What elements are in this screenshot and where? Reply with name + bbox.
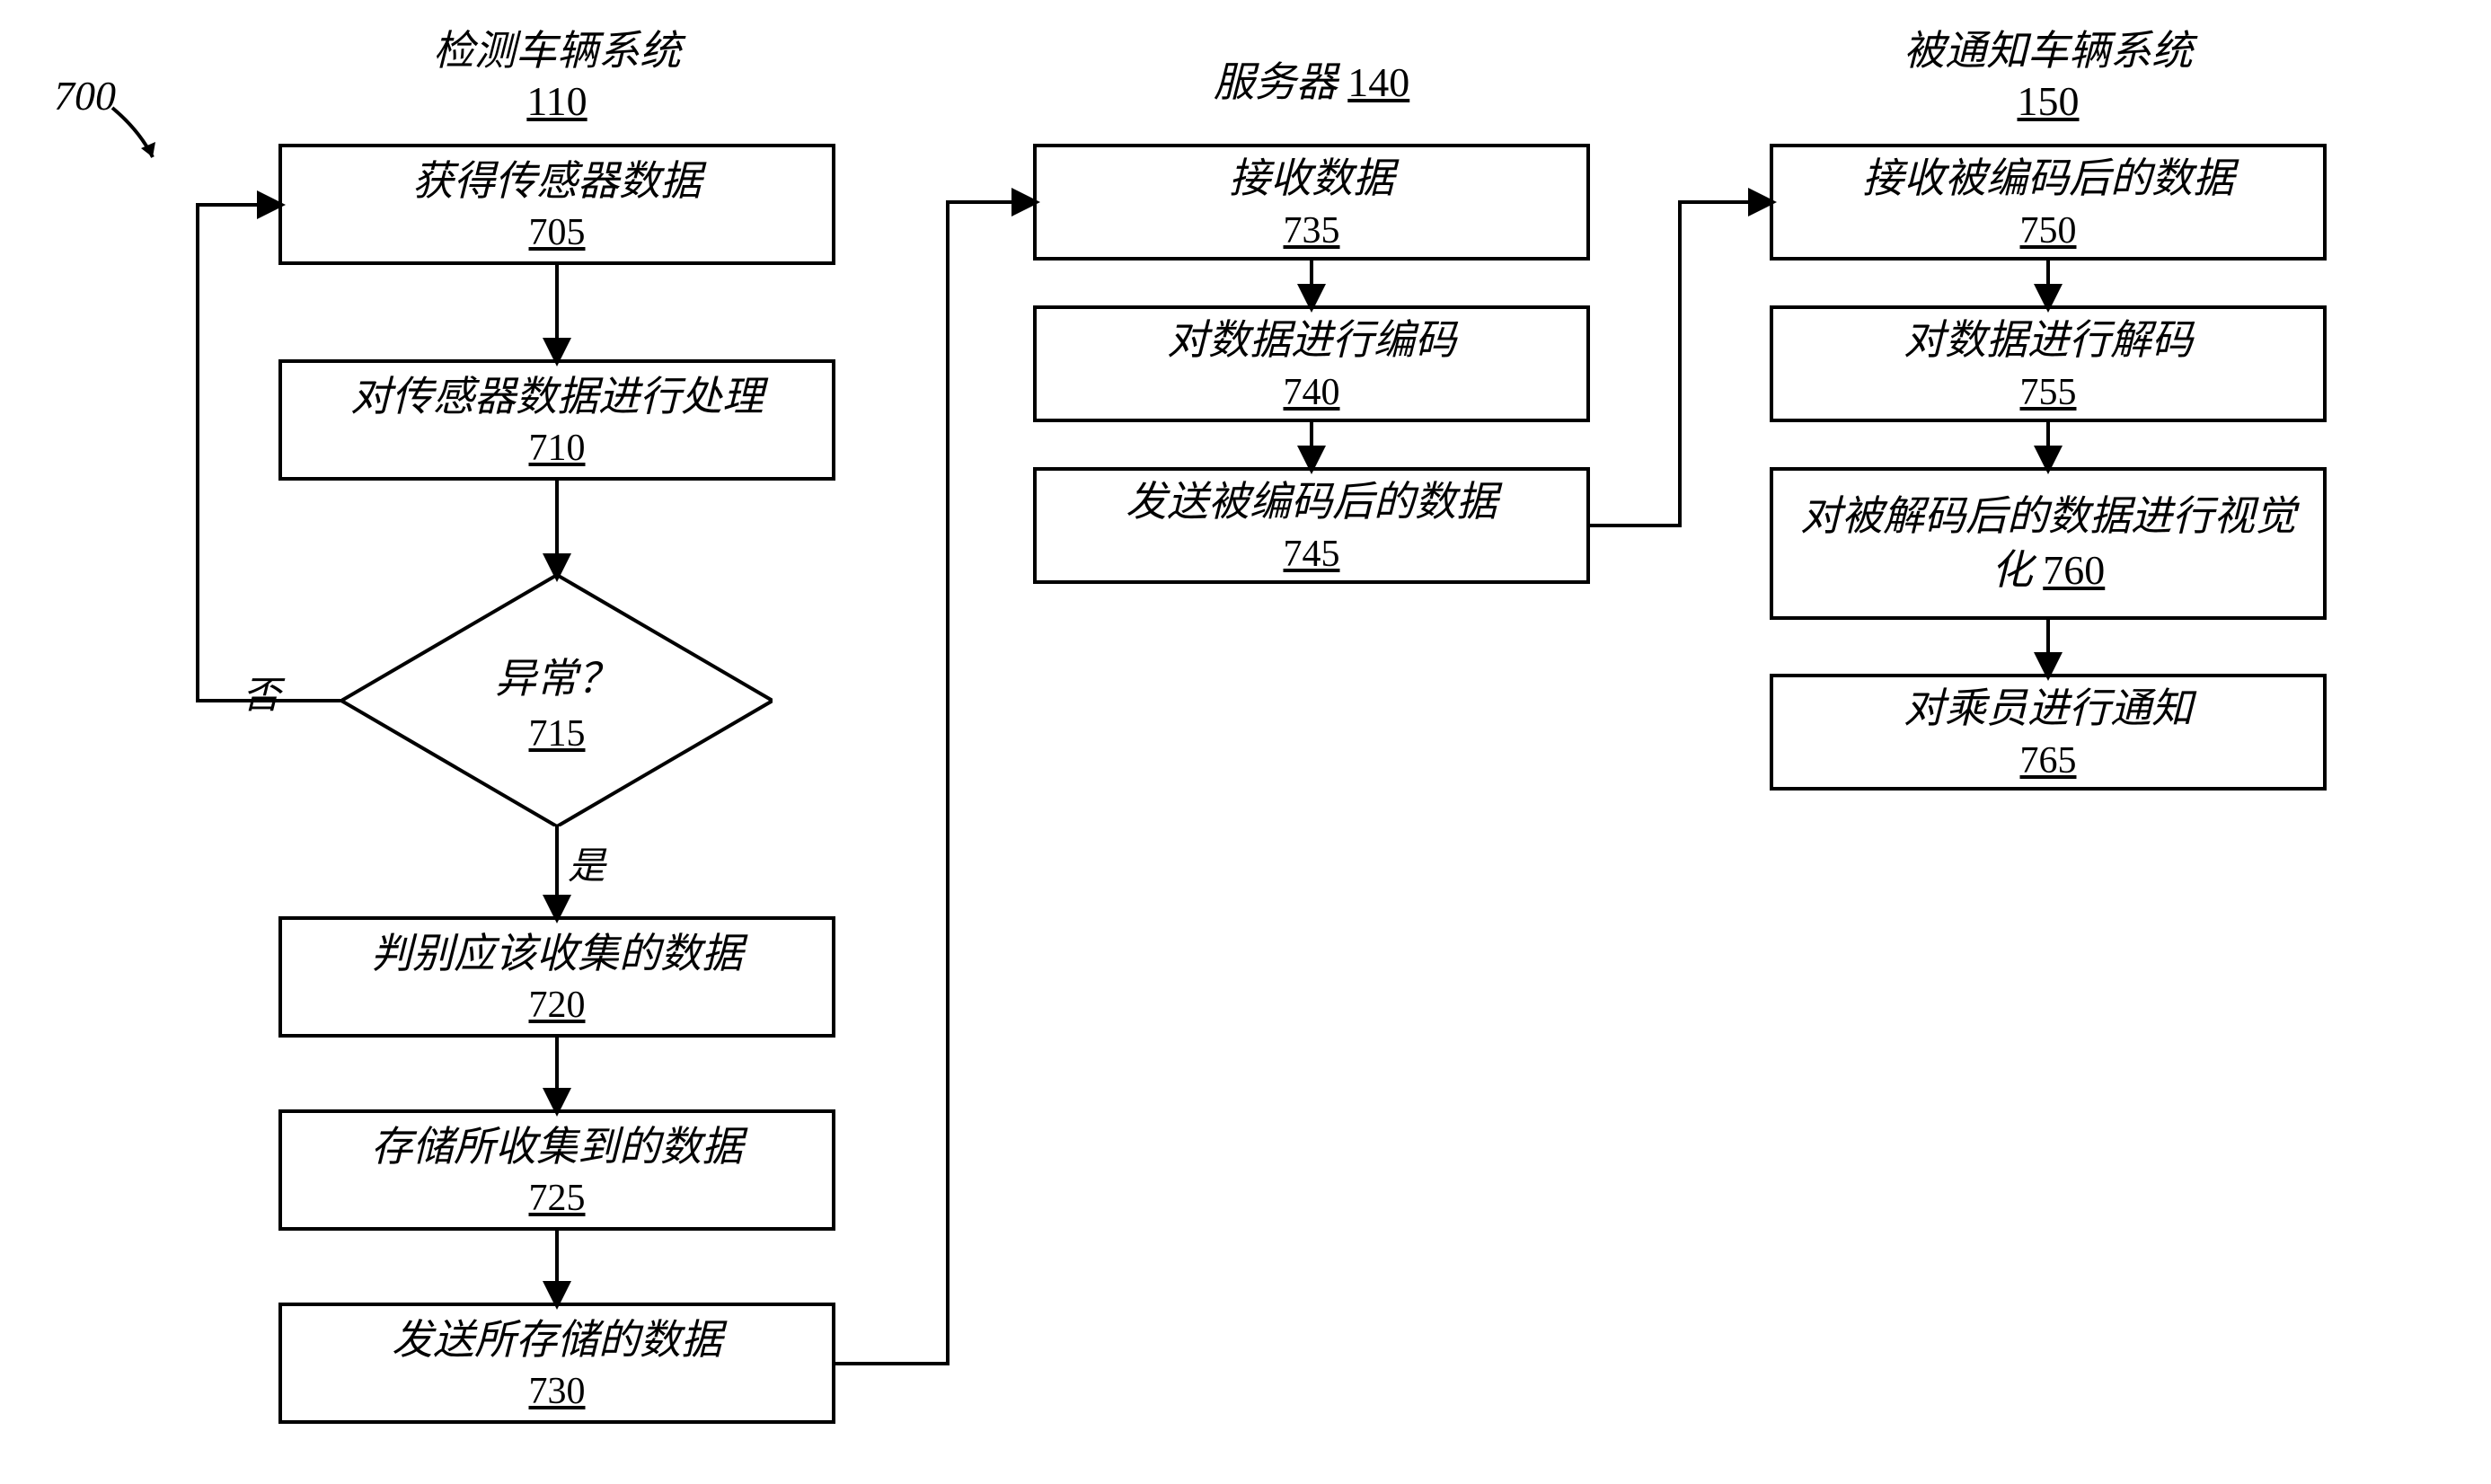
decision-no-label: 否 [243,665,280,720]
node-715-diamond: 异常？ 715 [341,575,773,826]
col3-title: 被通知车辆系统 150 [1770,18,2327,125]
col1-title-text: 检测车辆系统 [278,18,835,77]
node-740-num: 740 [1284,371,1340,414]
node-745-num: 745 [1284,533,1340,576]
node-745-label: 发送被编码后的数据 [1126,475,1497,529]
node-705: 获得传感器数据 705 [278,144,835,265]
node-725-label: 存储所收集到的数据 [371,1120,743,1174]
node-735-num: 735 [1284,209,1340,252]
col3-title-text: 被通知车辆系统 [1770,18,2327,77]
decision-yes-label: 是 [568,835,605,890]
node-765: 对乘员进行通知 765 [1770,674,2327,791]
node-765-num: 765 [2020,739,2077,782]
node-730-label: 发送所存储的数据 [392,1313,722,1367]
node-735: 接收数据 735 [1033,144,1590,261]
node-715-num: 715 [495,712,619,755]
node-710-num: 710 [529,427,586,470]
flowchart-diagram: 700 检测车辆系统 110 服务器 140 被通知车辆系统 150 获得传感器… [0,0,2491,1484]
col1-title: 检测车辆系统 110 [278,18,835,125]
node-760-num: 760 [2043,547,2105,593]
node-740: 对数据进行编码 740 [1033,305,1590,422]
node-765-label: 对乘员进行通知 [1904,682,2193,736]
node-750-label: 接收被编码后的数据 [1862,152,2234,206]
col2-title-text: 服务器 [1214,59,1338,105]
col3-title-ref: 150 [1770,77,2327,125]
node-730-num: 730 [529,1370,586,1413]
node-715-label: 异常？ [495,646,619,705]
node-725: 存储所收集到的数据 725 [278,1109,835,1231]
node-720-label: 判别应该收集的数据 [371,927,743,981]
node-725-num: 725 [529,1177,586,1220]
node-755-label: 对数据进行解码 [1904,314,2193,367]
node-745: 发送被编码后的数据 745 [1033,467,1590,584]
node-735-label: 接收数据 [1229,152,1394,206]
node-740-label: 对数据进行编码 [1167,314,1456,367]
node-705-label: 获得传感器数据 [412,155,702,208]
node-720: 判别应该收集的数据 720 [278,916,835,1038]
node-750: 接收被编码后的数据 750 [1770,144,2327,261]
col2-title: 服务器 140 [1033,49,1590,109]
node-760-label: 对被解码后的数据进行视觉化 760 [1788,490,2309,597]
node-720-num: 720 [529,984,586,1027]
col2-title-ref: 140 [1347,59,1409,105]
node-755-num: 755 [2020,371,2077,414]
node-750-num: 750 [2020,209,2077,252]
node-710: 对传感器数据进行处理 710 [278,359,835,481]
node-760: 对被解码后的数据进行视觉化 760 [1770,467,2327,620]
node-705-num: 705 [529,211,586,254]
figure-ref-label: 700 [54,72,116,119]
col1-title-ref: 110 [278,77,835,125]
node-730: 发送所存储的数据 730 [278,1303,835,1424]
node-755: 对数据进行解码 755 [1770,305,2327,422]
node-710-label: 对传感器数据进行处理 [350,370,764,424]
